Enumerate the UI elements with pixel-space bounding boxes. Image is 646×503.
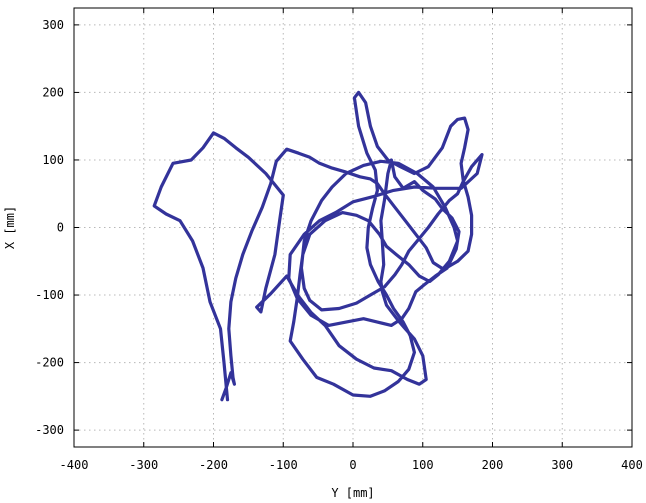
x-tick-label: 400: [621, 458, 643, 472]
y-tick-label: -200: [35, 356, 64, 370]
series-layer: [152, 90, 484, 402]
series-line-1: [152, 90, 484, 402]
x-tick-label: 0: [349, 458, 356, 472]
x-tick-label: -100: [269, 458, 298, 472]
y-tick-labels: 300 200 100 0 -100 -200 -300: [35, 18, 64, 437]
x-tick-label: -400: [60, 458, 89, 472]
y-tick-label: 100: [42, 153, 64, 167]
plot-frame: [73, 7, 633, 448]
y-tick-label: 0: [57, 221, 64, 235]
x-tick-label: 100: [412, 458, 434, 472]
x-tick-label: -300: [129, 458, 158, 472]
x-tick-label: 200: [482, 458, 504, 472]
x-tick-label: -200: [199, 458, 228, 472]
y-tick-label: -300: [35, 423, 64, 437]
y-axis-label: X [mm]: [3, 206, 17, 249]
x-tick-labels: -400 -300 -200 -100 0 100 200 300 400: [60, 458, 643, 472]
y-tick-label: 200: [42, 85, 64, 99]
x-axis-label: Y [mm]: [331, 486, 374, 500]
x-tick-label: 300: [551, 458, 573, 472]
y-tick-label: -100: [35, 288, 64, 302]
y-tick-label: 300: [42, 18, 64, 32]
grid-lines: [74, 8, 632, 447]
